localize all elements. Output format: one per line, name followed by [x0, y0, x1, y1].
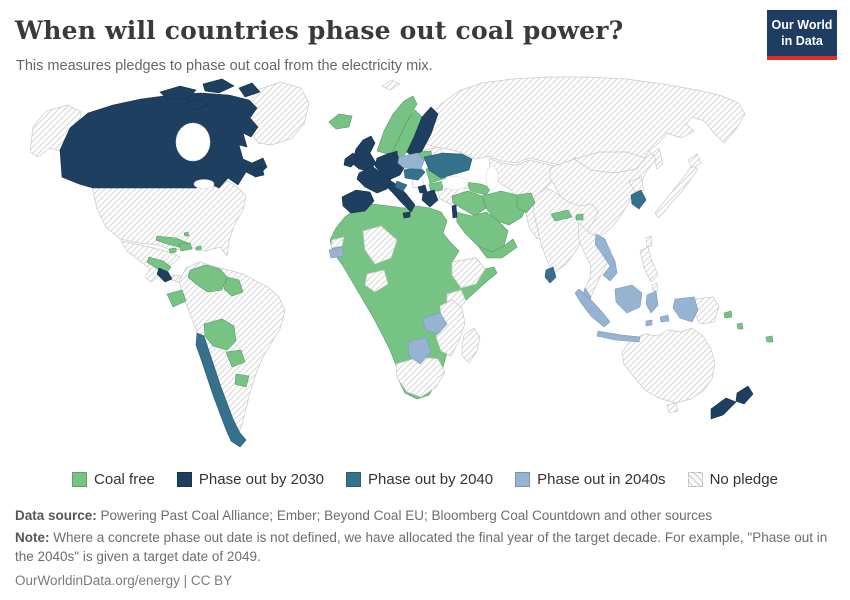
attribution-link[interactable]: OurWorldinData.org/energy | CC BY — [15, 573, 233, 589]
data-source-label: Data source: — [15, 508, 97, 523]
data-source-text: Powering Past Coal Alliance; Ember; Beyo… — [96, 508, 713, 523]
legend-item-coal-free[interactable]: Coal free — [72, 471, 155, 488]
legend-item-2030[interactable]: Phase out by 2030 — [176, 471, 325, 488]
owid-logo[interactable]: Our World in Data — [767, 10, 837, 60]
data-source-line: Data source: Powering Past Coal Alliance… — [15, 506, 835, 525]
legend-swatch-2040 — [346, 472, 362, 487]
legend: Coal free Phase out by 2030 Phase out by… — [0, 471, 850, 488]
note-label: Note: — [15, 530, 50, 546]
legend-swatch-2030 — [176, 472, 192, 487]
legend-item-no-pledge[interactable]: No pledge — [687, 471, 778, 488]
page-title: When will countries phase out coal power… — [15, 16, 624, 45]
chart-subtitle: This measures pledges to phase out coal … — [16, 58, 433, 74]
chart-footer: Data source: Powering Past Coal Alliance… — [0, 506, 850, 591]
map-regions-2030[interactable] — [59, 78, 754, 420]
map-regions-no-pledge-overlays[interactable] — [330, 175, 486, 398]
legend-item-2040s[interactable]: Phase out in 2040s — [515, 471, 666, 488]
legend-label-2030: Phase out by 2030 — [198, 471, 325, 488]
note-text: Where a concrete phase out date is not d… — [15, 530, 828, 565]
map-regions-2040[interactable] — [195, 152, 647, 448]
legend-label-no-pledge: No pledge — [709, 471, 778, 488]
legend-swatch-no-pledge — [687, 472, 703, 487]
world-map-svg[interactable] — [0, 70, 850, 465]
map-regions-2040s[interactable] — [328, 152, 699, 365]
legend-label-2040s: Phase out in 2040s — [537, 471, 666, 488]
legend-item-2040[interactable]: Phase out by 2040 — [346, 471, 493, 488]
map-water-overlays — [175, 122, 499, 191]
legend-label-coal-free: Coal free — [94, 471, 155, 488]
legend-label-2040: Phase out by 2040 — [368, 471, 494, 488]
owid-logo-line1: Our World — [771, 18, 833, 32]
legend-swatch-coal-free — [72, 472, 88, 487]
note-line: Note: Where a concrete phase out date is… — [15, 528, 835, 566]
world-map[interactable] — [0, 70, 850, 465]
legend-swatch-2040s — [515, 472, 531, 487]
owid-logo-line2: in Data — [781, 34, 823, 49]
